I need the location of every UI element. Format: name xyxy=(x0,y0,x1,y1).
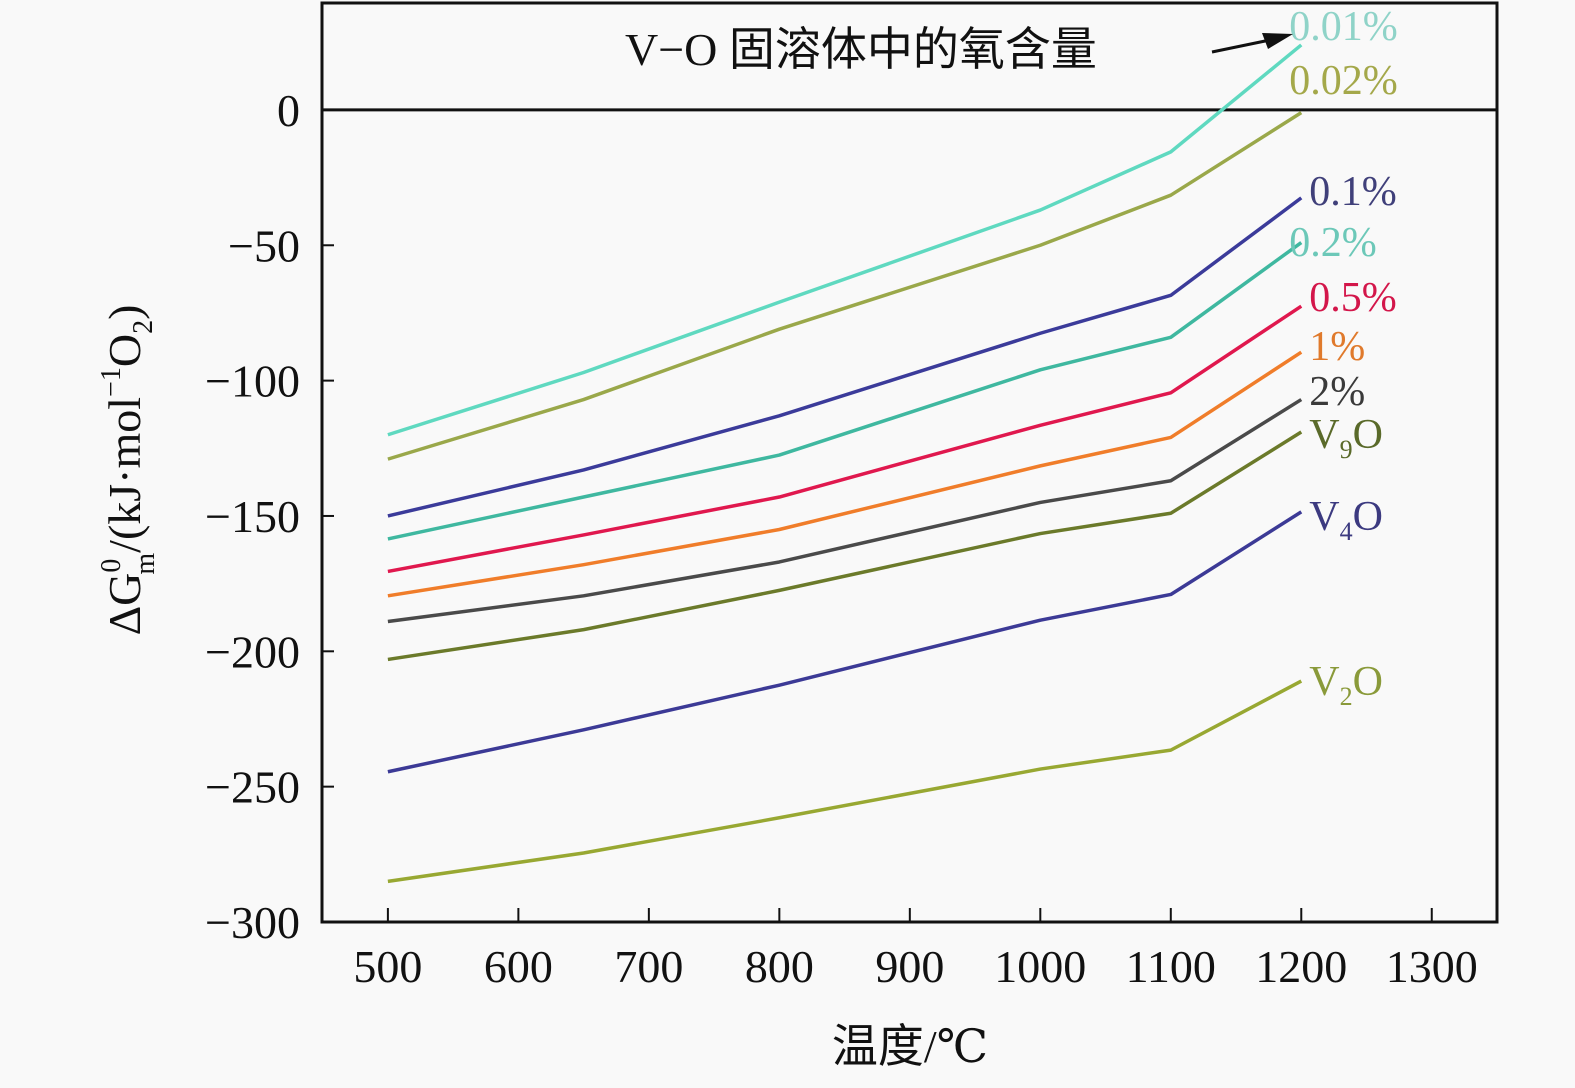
y-label-main: ΔG xyxy=(99,573,150,636)
annotation-arrow-shaft xyxy=(1211,38,1271,54)
series-line-V2O xyxy=(387,679,1303,884)
y-tick-label: −150 xyxy=(205,491,300,542)
series-labels: 0.01% 0.02% 0.1% 0.2% 0.5%1%2%V9O V4O V2O xyxy=(1289,4,1398,711)
x-tick-label: 600 xyxy=(484,941,553,992)
series-line-0-02pct xyxy=(387,111,1303,461)
annotation-text: V−O 固溶体中的氧含量 xyxy=(625,24,1097,75)
y-label-unit-b: O xyxy=(99,334,150,367)
series-label: 0.01% xyxy=(1289,4,1398,50)
x-tick-label: 500 xyxy=(353,941,422,992)
series-line-1pct xyxy=(387,350,1303,598)
series-lines xyxy=(387,43,1303,884)
series-label: 0.5% xyxy=(1309,275,1397,321)
x-tick-label: 700 xyxy=(614,941,683,992)
y-axis-ticks: 0 −50 −100 −150 −200 −250 −300 xyxy=(205,85,334,948)
y-tick-label: −200 xyxy=(205,626,300,677)
annotation: V−O 固溶体中的氧含量 xyxy=(625,24,1293,75)
series-label: 0.02% xyxy=(1289,58,1398,104)
x-tick-label: 1100 xyxy=(1126,941,1216,992)
y-label-sup: 0 xyxy=(96,559,127,573)
series-line-V4O xyxy=(387,510,1303,774)
series-line-V9O xyxy=(387,430,1303,662)
series-label: 0.1% xyxy=(1309,169,1397,215)
x-tick-label: 1300 xyxy=(1386,941,1478,992)
y-tick-label: −250 xyxy=(205,762,300,813)
series-label: 0.2% xyxy=(1289,220,1377,266)
y-label-unit-c: ) xyxy=(99,305,150,320)
y-tick-label: −50 xyxy=(228,220,300,271)
x-axis-title: 温度/℃ xyxy=(832,1021,988,1072)
arrow-head-icon xyxy=(1262,33,1293,49)
series-label: 2% xyxy=(1309,369,1365,415)
x-tick-label: 800 xyxy=(745,941,814,992)
series-line-0-01pct xyxy=(387,43,1303,437)
series-line-0-2pct xyxy=(387,241,1303,541)
y-label-unit-sub: 2 xyxy=(128,320,159,334)
series-label: V2O xyxy=(1309,659,1383,711)
y-axis-title: ΔG0 m/(kJ·mol−1O2) xyxy=(96,305,161,636)
series-label: 1% xyxy=(1309,324,1365,370)
y-tick-label: 0 xyxy=(277,85,300,136)
y-label-sub: m xyxy=(130,553,161,575)
series-label: V9O xyxy=(1309,412,1383,464)
x-tick-label: 1200 xyxy=(1255,941,1347,992)
x-tick-label: 900 xyxy=(875,941,944,992)
x-axis-ticks: 500 600 700 800 900 1000 1100 1200 1300 xyxy=(353,908,1478,992)
y-label-unit-a: /(kJ·mol xyxy=(99,397,150,553)
x-tick-label: 1000 xyxy=(994,941,1086,992)
series-line-2pct xyxy=(387,398,1303,624)
series-line-0-5pct xyxy=(387,304,1303,574)
series-label: V4O xyxy=(1309,494,1383,546)
y-tick-label: −300 xyxy=(205,897,300,948)
series-line-0-1pct xyxy=(387,196,1303,518)
y-tick-label: −100 xyxy=(205,356,300,407)
y-label-unit-sup: −1 xyxy=(96,367,127,397)
